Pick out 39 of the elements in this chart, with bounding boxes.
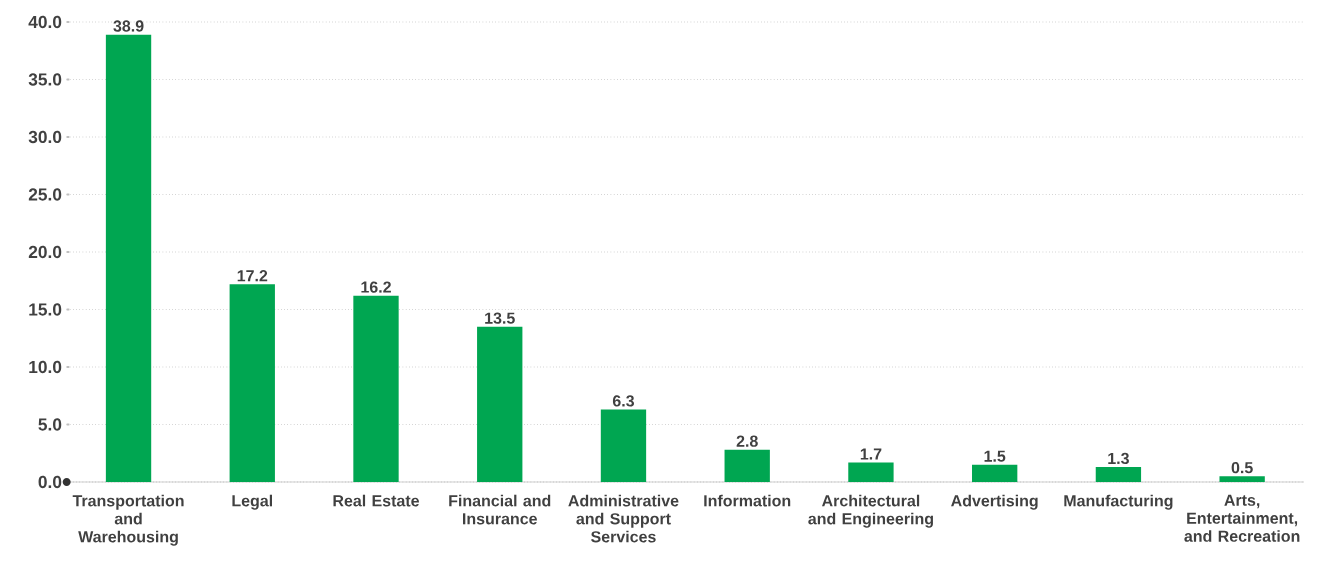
bar	[1219, 476, 1265, 482]
x-tick-label: Manufacturing	[1064, 494, 1173, 510]
bar	[972, 464, 1018, 482]
x-tick-label: Administrative and Support Services	[568, 494, 679, 543]
bar	[848, 462, 894, 482]
y-tick-label: 30.0	[28, 130, 62, 144]
data-label: 13.5	[485, 312, 515, 324]
bar	[477, 326, 523, 482]
y-tick-label: 10.0	[29, 360, 62, 374]
bar	[724, 449, 770, 482]
bar	[353, 295, 399, 482]
y-tick-label: 0.0	[38, 475, 62, 489]
x-tick-label: Advertising	[951, 494, 1038, 510]
bar	[600, 409, 647, 482]
data-label: 1.3	[1108, 452, 1129, 465]
y-tick-label: 5.0	[38, 418, 62, 431]
y-tick-label: 40.0	[28, 15, 62, 29]
y-tick-label: 15.0	[29, 303, 62, 316]
data-label: 38.9	[113, 20, 144, 32]
bar	[105, 34, 152, 482]
x-tick-label: Transportation and Warehousing	[72, 494, 184, 546]
x-tick-label: Arts, Entertainment, and Recreation	[1184, 494, 1300, 542]
y-tick-label: 20.0	[28, 245, 62, 259]
x-tick-label: Financial and Insurance	[449, 494, 551, 525]
data-label: 17.2	[237, 270, 268, 282]
bar	[1095, 467, 1142, 482]
bar	[229, 284, 275, 482]
data-label: 1.5	[984, 450, 1006, 462]
data-label: 2.8	[736, 435, 758, 447]
y-tick-label: 35.0	[28, 73, 62, 86]
x-tick-label: Real Estate	[333, 494, 420, 507]
data-label: 0.5	[1231, 461, 1253, 474]
data-label: 1.7	[860, 448, 882, 460]
data-label: 16.2	[361, 281, 391, 293]
x-tick-label: Architectural and Engineering	[808, 494, 933, 528]
x-tick-label: Information	[704, 494, 791, 507]
x-tick-label: Legal	[232, 494, 273, 510]
y-tick-label: 25.0	[28, 188, 62, 201]
data-label: 6.3	[612, 395, 635, 407]
